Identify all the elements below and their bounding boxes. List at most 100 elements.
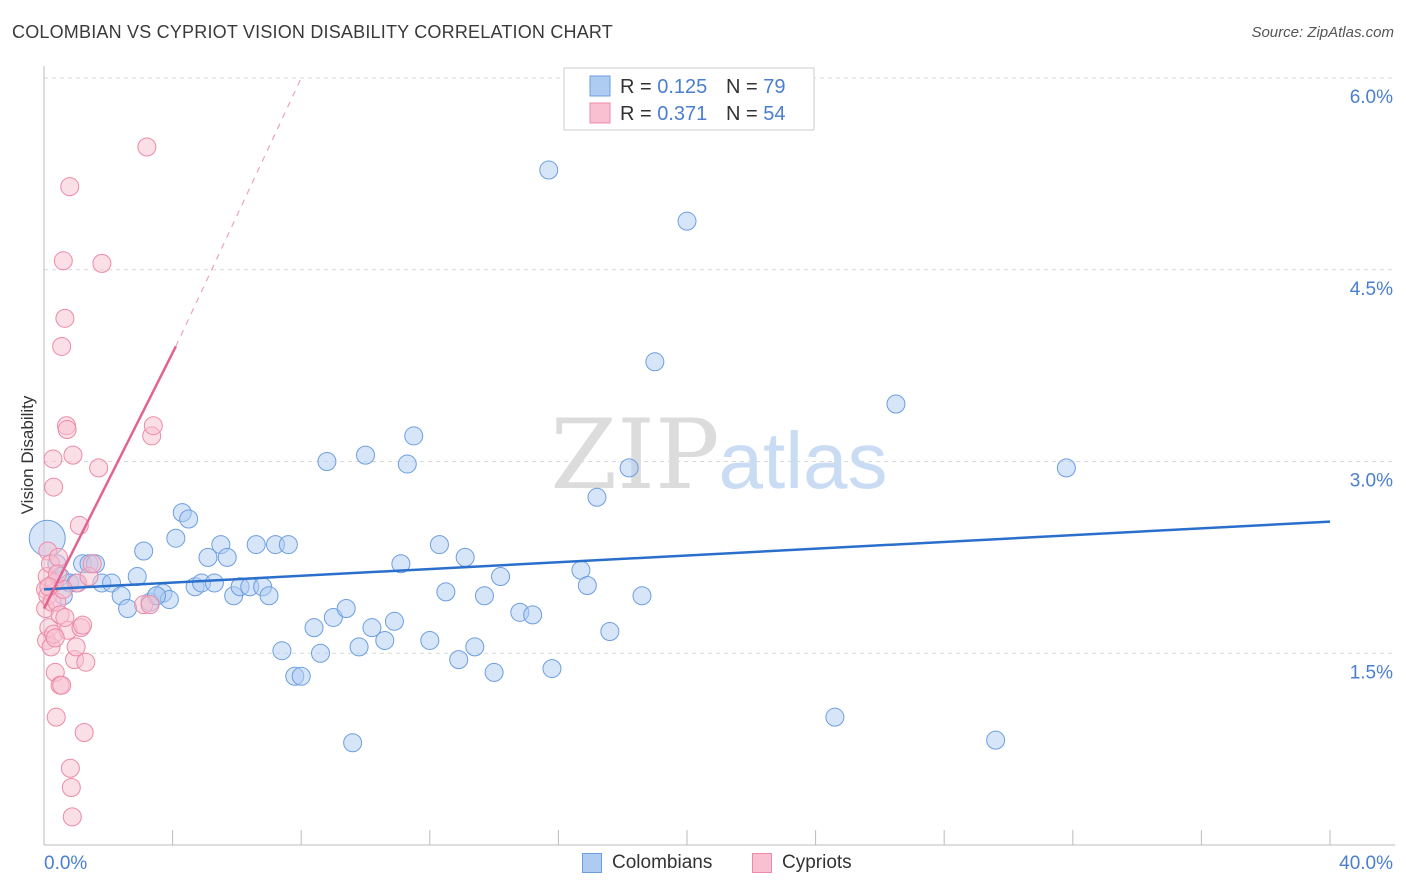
point-colombians-19 (166, 528, 186, 548)
x-tick-label-max: 40.0% (1339, 853, 1393, 874)
point-cypriots-10 (43, 449, 63, 469)
trend-line-cypriots-extension (175, 77, 302, 347)
point-colombians-49 (384, 611, 404, 631)
y-tick-label-3: 6.0% (1350, 87, 1393, 108)
point-colombians-43 (336, 599, 356, 619)
trend-layer (42, 77, 1331, 610)
point-colombians-75 (886, 394, 906, 414)
point-cypriots-50 (45, 628, 65, 648)
point-cypriots-11 (44, 477, 64, 497)
points-layer (28, 137, 1076, 827)
stats-r-label-0: R = (620, 76, 657, 98)
stats-r-value-0: 0.125 (657, 76, 707, 98)
point-colombians-51 (397, 454, 417, 474)
point-cypriots-24 (57, 420, 77, 440)
point-cypriots-30 (63, 445, 83, 465)
y-tick-label-0: 1.5% (1350, 662, 1393, 683)
point-colombians-57 (455, 547, 475, 567)
point-colombians-60 (484, 662, 504, 682)
point-colombians-67 (587, 487, 607, 507)
tick-labels: 1.5% 3.0% 4.5% 6.0% 0.0% 40.0% (44, 87, 1393, 874)
x-tick-label-min: 0.0% (44, 853, 87, 874)
legend-label-cypriots: Cypriots (782, 852, 852, 873)
stats-row-1: R = 0.371 (620, 103, 707, 125)
source-label: Source: ZipAtlas.com (1251, 24, 1394, 41)
point-colombians-44 (343, 733, 363, 753)
point-cypriots-15 (46, 707, 66, 727)
point-colombians-27 (217, 547, 237, 567)
point-cypriots-42 (52, 675, 72, 695)
stats-n-value-1: 54 (763, 103, 785, 125)
point-colombians-55 (436, 582, 456, 602)
point-colombians-47 (362, 618, 382, 638)
point-colombians-35 (272, 641, 292, 661)
stats-n-label-1: N = (726, 103, 763, 125)
point-colombians-76 (986, 730, 1006, 750)
point-cypriots-17 (48, 547, 68, 567)
point-colombians-12 (118, 599, 138, 619)
point-colombians-41 (317, 452, 337, 471)
point-colombians-61 (491, 567, 511, 587)
point-cypriots-32 (66, 637, 86, 657)
point-colombians-59 (474, 586, 494, 606)
stats-r-label-1: R = (620, 103, 657, 125)
series-cypriots (36, 137, 163, 827)
point-colombians-71 (645, 352, 665, 372)
point-cypriots-48 (143, 416, 163, 436)
point-colombians-54 (429, 535, 449, 555)
point-colombians-63 (523, 605, 543, 625)
point-colombians-64 (542, 659, 562, 679)
point-colombians-36 (278, 535, 298, 555)
point-cypriots-52 (55, 607, 75, 627)
point-colombians-45 (349, 637, 369, 657)
point-cypriots-46 (140, 595, 160, 615)
stats-n-row-1: N = 54 (726, 103, 786, 125)
point-cypriots-44 (92, 253, 112, 273)
point-colombians-40 (310, 643, 330, 663)
point-colombians-68 (600, 622, 620, 642)
point-cypriots-40 (82, 554, 102, 574)
point-colombians-31 (246, 535, 266, 555)
point-colombians-58 (465, 637, 485, 657)
point-colombians-50 (391, 554, 411, 574)
point-colombians-70 (632, 586, 652, 606)
point-cypriots-21 (53, 251, 73, 271)
series-colombians (28, 160, 1076, 753)
point-colombians-33 (259, 586, 279, 606)
legend-swatch-colombians (582, 853, 602, 873)
stats-n-row-0: N = 79 (726, 76, 786, 98)
point-colombians-10 (102, 573, 122, 593)
point-cypriots-29 (62, 807, 82, 827)
legend-item-cypriots: Cypriots (752, 852, 852, 874)
y-tick-label-2: 4.5% (1350, 279, 1393, 300)
point-cypriots-27 (60, 758, 80, 778)
point-colombians-38 (291, 666, 311, 686)
y-tick-label-1: 3.0% (1350, 471, 1393, 492)
point-colombians-25 (204, 573, 224, 593)
stats-row-0: R = 0.125 (620, 76, 707, 98)
point-cypriots-22 (55, 308, 75, 328)
point-colombians-53 (420, 630, 440, 650)
watermark-zip: ZIP (550, 399, 719, 511)
point-colombians-21 (179, 509, 199, 529)
chart-title: COLOMBIAN VS CYPRIOT VISION DISABILITY C… (12, 22, 613, 42)
point-colombians-74 (825, 707, 845, 727)
point-colombians-14 (134, 541, 154, 561)
point-colombians-69 (619, 458, 639, 478)
point-cypriots-26 (60, 177, 80, 197)
stats-r-value-1: 0.371 (657, 103, 707, 125)
watermark: ZIP atlas (550, 399, 887, 511)
point-colombians-48 (375, 630, 395, 650)
trend-line-colombians (43, 520, 1331, 591)
watermark-atlas: atlas (719, 416, 888, 505)
stats-n-label-0: N = (726, 76, 763, 98)
grid-layer (44, 77, 1395, 654)
legend-label-colombians: Colombians (612, 852, 713, 873)
legend-swatch-cypriots (752, 853, 772, 873)
axis-layer (43, 66, 1395, 846)
point-cypriots-36 (73, 615, 93, 635)
stats-legend: R = 0.125 N = 79 R = 0.371 N = 54 (563, 67, 815, 131)
point-colombians-46 (356, 445, 375, 465)
point-colombians-24 (198, 547, 218, 567)
